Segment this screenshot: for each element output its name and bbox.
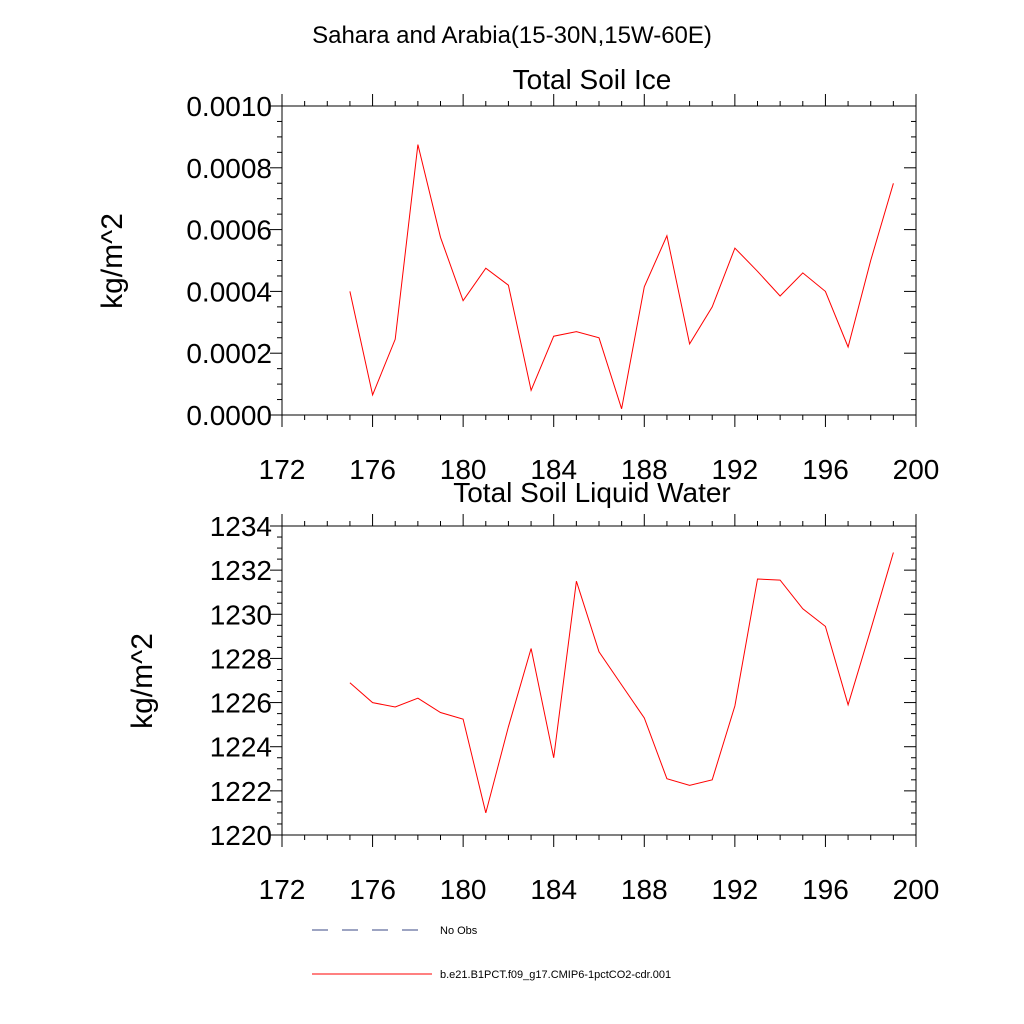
legend-label: b.e21.B1PCT.f09_g17.CMIP6-1pctCO2-cdr.00… — [440, 969, 671, 981]
panel-title: Total Soil Ice — [513, 64, 672, 95]
x-tick-label: 200 — [893, 454, 940, 485]
x-tick-label: 188 — [621, 454, 668, 485]
y-tick-label: 1220 — [210, 820, 272, 851]
y-tick-label: 0.0002 — [186, 338, 272, 369]
legend: No Obs b.e21.B1PCT.f09_g17.CMIP6-1pctCO2… — [312, 925, 671, 981]
panel-total-soil-ice: Total Soil Ice kg/m^2 172 176 180 184 188 192… — [96, 64, 939, 485]
x-tick-label: 192 — [711, 874, 758, 905]
y-tick-label: 1224 — [210, 732, 272, 763]
panel-total-soil-liquid-water: Total Soil Liquid Water kg/m^2 172 176 180… — [126, 477, 939, 905]
y-axis-label: kg/m^2 — [96, 213, 129, 309]
x-tick-label: 176 — [349, 454, 396, 485]
x-tick-label: 176 — [349, 874, 396, 905]
x-tick-label: 196 — [802, 454, 849, 485]
x-tick-label: 196 — [802, 874, 849, 905]
x-tick-label: 184 — [530, 874, 577, 905]
axis-ticks — [270, 514, 917, 847]
y-tick-label: 1234 — [210, 511, 272, 542]
y-tick-label: 1226 — [210, 688, 272, 719]
x-tick-label: 184 — [530, 454, 577, 485]
legend-item-model-run: b.e21.B1PCT.f09_g17.CMIP6-1pctCO2-cdr.00… — [312, 969, 671, 981]
y-tick-label: 0.0006 — [186, 215, 272, 246]
tick-labels: 172 176 180 184 188 192 196 200 1220 1222 1224 1226… — [210, 511, 940, 905]
series-lines — [349, 552, 894, 814]
y-tick-label: 1232 — [210, 555, 272, 586]
y-tick-label: 0.0008 — [186, 153, 272, 184]
series-lines — [349, 144, 894, 409]
y-tick-label: 1222 — [210, 776, 272, 807]
y-tick-label: 0.0000 — [186, 400, 272, 431]
x-tick-label: 192 — [711, 454, 758, 485]
x-tick-label: 200 — [893, 874, 940, 905]
y-tick-label: 0.0010 — [186, 91, 272, 122]
series-line — [349, 144, 894, 409]
plot-frame — [281, 525, 917, 836]
x-tick-label: 172 — [259, 454, 306, 485]
x-tick-label: 188 — [621, 874, 668, 905]
figure-title: Sahara and Arabia(15-30N,15W-60E) — [312, 22, 712, 49]
legend-item-no-obs: No Obs — [312, 925, 478, 937]
plot-frame — [281, 105, 917, 416]
axis-ticks — [270, 94, 917, 427]
tick-labels: 172 176 180 184 188 192 196 200 0.0000 0.0002 0.00… — [186, 91, 939, 485]
y-axis-label: kg/m^2 — [126, 633, 159, 729]
y-tick-label: 1230 — [210, 599, 272, 630]
series-line — [349, 552, 894, 814]
panel-title: Total Soil Liquid Water — [453, 477, 731, 508]
y-tick-label: 1228 — [210, 643, 272, 674]
x-tick-label: 172 — [259, 874, 306, 905]
legend-label: No Obs — [440, 925, 478, 937]
x-tick-label: 180 — [440, 874, 487, 905]
x-tick-label: 180 — [440, 454, 487, 485]
y-tick-label: 0.0004 — [186, 276, 272, 307]
